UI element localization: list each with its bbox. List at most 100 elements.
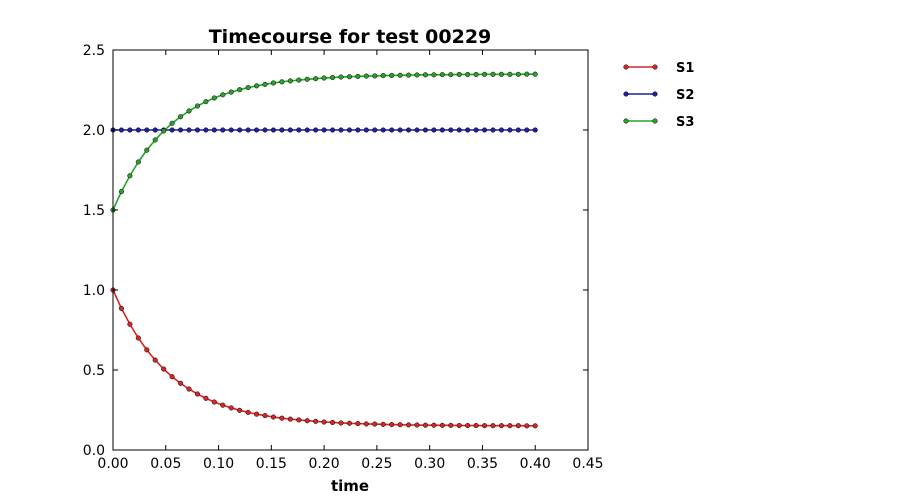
plot-frame bbox=[112, 49, 589, 451]
data-point-s2 bbox=[228, 127, 234, 133]
data-point-s2 bbox=[532, 127, 538, 133]
data-point-s1 bbox=[152, 357, 158, 363]
data-point-s1 bbox=[473, 422, 479, 429]
series-s2 bbox=[110, 127, 538, 133]
legend-marker bbox=[623, 118, 629, 124]
data-point-s3 bbox=[203, 99, 209, 105]
data-point-s3 bbox=[161, 128, 167, 134]
legend-marker bbox=[623, 91, 629, 97]
data-point-s1 bbox=[287, 416, 293, 422]
data-point-s1 bbox=[414, 422, 420, 428]
data-point-s3 bbox=[380, 73, 386, 79]
data-point-s1 bbox=[304, 418, 310, 424]
data-point-s1 bbox=[194, 391, 200, 397]
data-point-s3 bbox=[465, 71, 471, 78]
data-point-s3 bbox=[355, 73, 361, 79]
data-point-s2 bbox=[245, 127, 251, 133]
data-point-s3 bbox=[473, 71, 479, 78]
data-point-s2 bbox=[473, 127, 479, 133]
data-point-s1 bbox=[245, 409, 251, 415]
x-tick-label: 0.15 bbox=[256, 456, 287, 472]
data-point-s1 bbox=[127, 321, 133, 327]
data-point-s2 bbox=[448, 127, 454, 133]
data-point-s2 bbox=[296, 127, 302, 133]
data-point-s1 bbox=[313, 418, 319, 424]
data-point-s3 bbox=[279, 79, 285, 85]
data-point-s2 bbox=[346, 127, 352, 133]
data-point-s1 bbox=[380, 421, 386, 427]
data-point-s2 bbox=[465, 127, 471, 133]
data-point-s1 bbox=[169, 374, 175, 380]
data-point-s2 bbox=[507, 127, 513, 133]
y-tick-label: 0.5 bbox=[83, 363, 105, 379]
x-tick-label: 0.00 bbox=[97, 456, 128, 472]
data-point-s3 bbox=[363, 73, 369, 79]
data-point-s2 bbox=[397, 127, 403, 133]
data-point-s1 bbox=[406, 422, 412, 428]
y-tick-label: 1.0 bbox=[83, 283, 105, 299]
data-point-s2 bbox=[135, 127, 141, 133]
data-point-s2 bbox=[270, 127, 276, 133]
data-point-s2 bbox=[422, 127, 428, 133]
x-tick-label: 0.25 bbox=[361, 456, 392, 472]
data-point-s3 bbox=[431, 72, 437, 78]
series-line-s1 bbox=[112, 289, 536, 427]
data-point-s2 bbox=[524, 127, 530, 133]
x-axis-label: time bbox=[331, 477, 369, 495]
data-point-s3 bbox=[270, 80, 276, 86]
data-point-s3 bbox=[287, 78, 293, 84]
data-point-s3 bbox=[169, 120, 175, 126]
data-point-s2 bbox=[431, 127, 437, 133]
x-tick-label: 0.20 bbox=[309, 456, 340, 472]
data-point-s2 bbox=[211, 127, 217, 133]
legend: S1 S2 S3 bbox=[623, 61, 694, 130]
data-point-s2 bbox=[406, 127, 412, 133]
legend-label: S1 bbox=[676, 61, 694, 76]
data-point-s2 bbox=[372, 127, 378, 133]
data-point-s3 bbox=[338, 74, 344, 80]
data-point-s2 bbox=[456, 127, 462, 133]
data-point-s2 bbox=[127, 127, 133, 133]
chart-title: Timecourse for test 00229 bbox=[209, 26, 492, 48]
data-point-s3 bbox=[118, 189, 124, 195]
data-point-s1 bbox=[397, 422, 403, 428]
data-point-s1 bbox=[372, 421, 378, 427]
data-point-s2 bbox=[169, 127, 175, 133]
data-point-s1 bbox=[363, 421, 369, 427]
data-point-s3 bbox=[330, 74, 336, 81]
data-point-s2 bbox=[313, 127, 319, 133]
data-point-s2 bbox=[118, 127, 124, 133]
data-point-s1 bbox=[296, 417, 302, 423]
data-point-s2 bbox=[321, 127, 327, 133]
data-point-s1 bbox=[330, 419, 336, 426]
data-point-s3 bbox=[262, 81, 268, 87]
series-line-s3 bbox=[112, 73, 536, 211]
data-point-s2 bbox=[389, 127, 395, 133]
data-point-s1 bbox=[178, 380, 184, 386]
series-s3 bbox=[110, 71, 538, 213]
data-point-s1 bbox=[270, 414, 276, 420]
data-point-s3 bbox=[515, 71, 521, 77]
data-point-s1 bbox=[118, 305, 124, 311]
data-point-s3 bbox=[304, 76, 310, 82]
data-point-s2 bbox=[237, 127, 243, 133]
data-point-s2 bbox=[330, 127, 336, 133]
x-tick-label: 0.35 bbox=[467, 456, 498, 472]
data-point-s3 bbox=[389, 72, 395, 78]
data-point-s1 bbox=[338, 420, 344, 426]
data-point-s1 bbox=[465, 422, 471, 429]
data-point-s2 bbox=[414, 127, 420, 133]
data-point-s3 bbox=[448, 72, 454, 78]
data-point-s1 bbox=[490, 423, 496, 429]
data-point-s2 bbox=[144, 127, 150, 133]
data-point-s3 bbox=[406, 72, 412, 78]
data-point-s1 bbox=[237, 407, 243, 413]
data-point-s3 bbox=[254, 83, 260, 89]
data-point-s1 bbox=[279, 415, 285, 421]
data-point-s1 bbox=[203, 395, 209, 401]
y-tick-label: 0.0 bbox=[83, 443, 105, 459]
data-point-s3 bbox=[490, 71, 496, 77]
data-point-s2 bbox=[194, 127, 200, 133]
legend-item-s1: S1 bbox=[623, 61, 694, 76]
